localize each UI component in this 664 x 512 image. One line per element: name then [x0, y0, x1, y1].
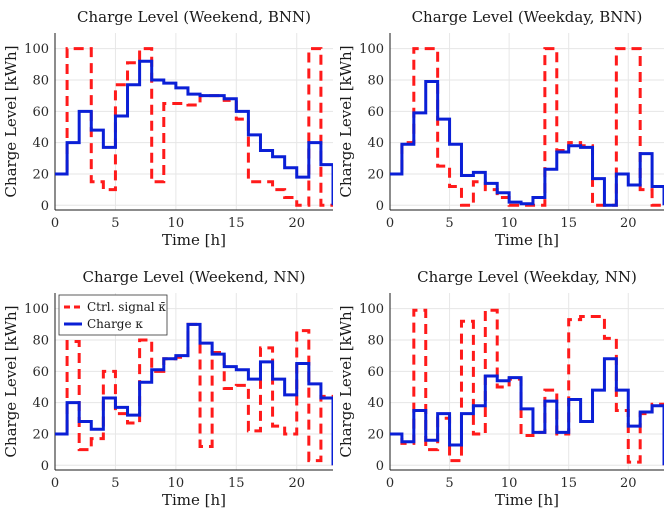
charge-line: [390, 357, 664, 466]
y-tick-label: 80: [367, 333, 384, 348]
control-signal-line: [390, 47, 664, 207]
x-axis-label: Time [h]: [495, 491, 559, 509]
chart-title: Charge Level (Weekend, BNN): [77, 8, 311, 26]
y-tick-label: 0: [376, 459, 384, 474]
legend-signal-label: Ctrl. signal κ̄: [87, 300, 166, 314]
y-tick-label: 40: [367, 396, 384, 411]
y-tick-label: 40: [367, 136, 384, 151]
legend-box: [58, 294, 168, 336]
x-tick-label: 0: [51, 476, 59, 491]
y-axis-label: Charge Level [kWh]: [2, 45, 20, 197]
y-tick-label: 100: [24, 302, 49, 317]
y-tick-label: 60: [367, 105, 384, 120]
control-signal-line: [55, 322, 333, 466]
x-tick-label: 10: [168, 476, 185, 491]
x-axis-label: Time [h]: [495, 231, 559, 249]
x-tick-label: 20: [620, 476, 637, 491]
y-tick-label: 100: [24, 42, 49, 57]
y-tick-label: 80: [367, 73, 384, 88]
y-tick-label: 80: [32, 73, 49, 88]
y-tick-label: 20: [32, 167, 49, 182]
x-tick-label: 5: [445, 216, 453, 231]
y-tick-label: 20: [367, 427, 384, 442]
chart-panel-4: 0 5 10 15 20 0 20 40 60 80 100 Charge Level (Weekda…: [337, 268, 664, 509]
y-tick-label: 20: [367, 167, 384, 182]
charge-line: [390, 80, 664, 207]
chart-title: Charge Level (Weekday, BNN): [412, 8, 643, 26]
y-tick-label: 60: [32, 105, 49, 120]
control-signal-line: [390, 308, 664, 466]
chart-panel-3: 0 5 10 15 20 0 20 40 60 80 100 Charge Level (Weeken…: [2, 268, 333, 509]
x-axis-label: Time [h]: [162, 491, 226, 509]
x-tick-label: 20: [288, 216, 305, 231]
legend-charge-label: Charge κ: [87, 317, 143, 331]
charge-line: [55, 322, 333, 466]
y-tick-label: 100: [359, 42, 384, 57]
y-tick-label: 0: [41, 199, 49, 214]
chart-panel-2: 0 5 10 15 20 0 20 40 60 80 100 Charge Level (Weekda…: [337, 8, 664, 249]
charge-line: [55, 59, 333, 206]
chart-title: Charge Level (Weekend, NN): [83, 268, 306, 286]
y-axis-label: Charge Level [kWh]: [337, 45, 355, 197]
y-tick-label: 80: [32, 333, 49, 348]
x-tick-label: 20: [288, 476, 305, 491]
x-tick-label: 10: [501, 216, 518, 231]
x-axis-label: Time [h]: [162, 231, 226, 249]
y-tick-label: 40: [32, 396, 49, 411]
x-tick-label: 0: [386, 476, 394, 491]
x-tick-label: 0: [51, 216, 59, 231]
x-tick-label: 10: [501, 476, 518, 491]
y-tick-label: 0: [41, 459, 49, 474]
legend: Ctrl. signal κ̄ Charge κ: [58, 294, 168, 336]
x-tick-label: 10: [168, 216, 185, 231]
x-tick-label: 15: [228, 216, 245, 231]
x-tick-label: 20: [620, 216, 637, 231]
y-axis-label: Charge Level [kWh]: [2, 305, 20, 457]
y-tick-label: 20: [32, 427, 49, 442]
y-tick-label: 40: [32, 136, 49, 151]
x-tick-label: 5: [111, 476, 119, 491]
y-tick-label: 60: [32, 365, 49, 380]
x-tick-label: 5: [111, 216, 119, 231]
y-axis-label: Charge Level [kWh]: [337, 305, 355, 457]
x-tick-label: 0: [386, 216, 394, 231]
chart-title: Charge Level (Weekday, NN): [417, 268, 637, 286]
y-tick-label: 0: [376, 199, 384, 214]
y-tick-label: 100: [359, 302, 384, 317]
y-tick-label: 60: [367, 365, 384, 380]
x-tick-label: 15: [560, 216, 577, 231]
x-tick-label: 15: [560, 476, 577, 491]
x-tick-label: 15: [228, 476, 245, 491]
chart-panel-1: 0 5 10 15 20 0 20 40 60 80 100 Charge Level (Weeken…: [2, 8, 333, 249]
x-tick-label: 5: [445, 476, 453, 491]
control-signal-line: [55, 47, 333, 207]
